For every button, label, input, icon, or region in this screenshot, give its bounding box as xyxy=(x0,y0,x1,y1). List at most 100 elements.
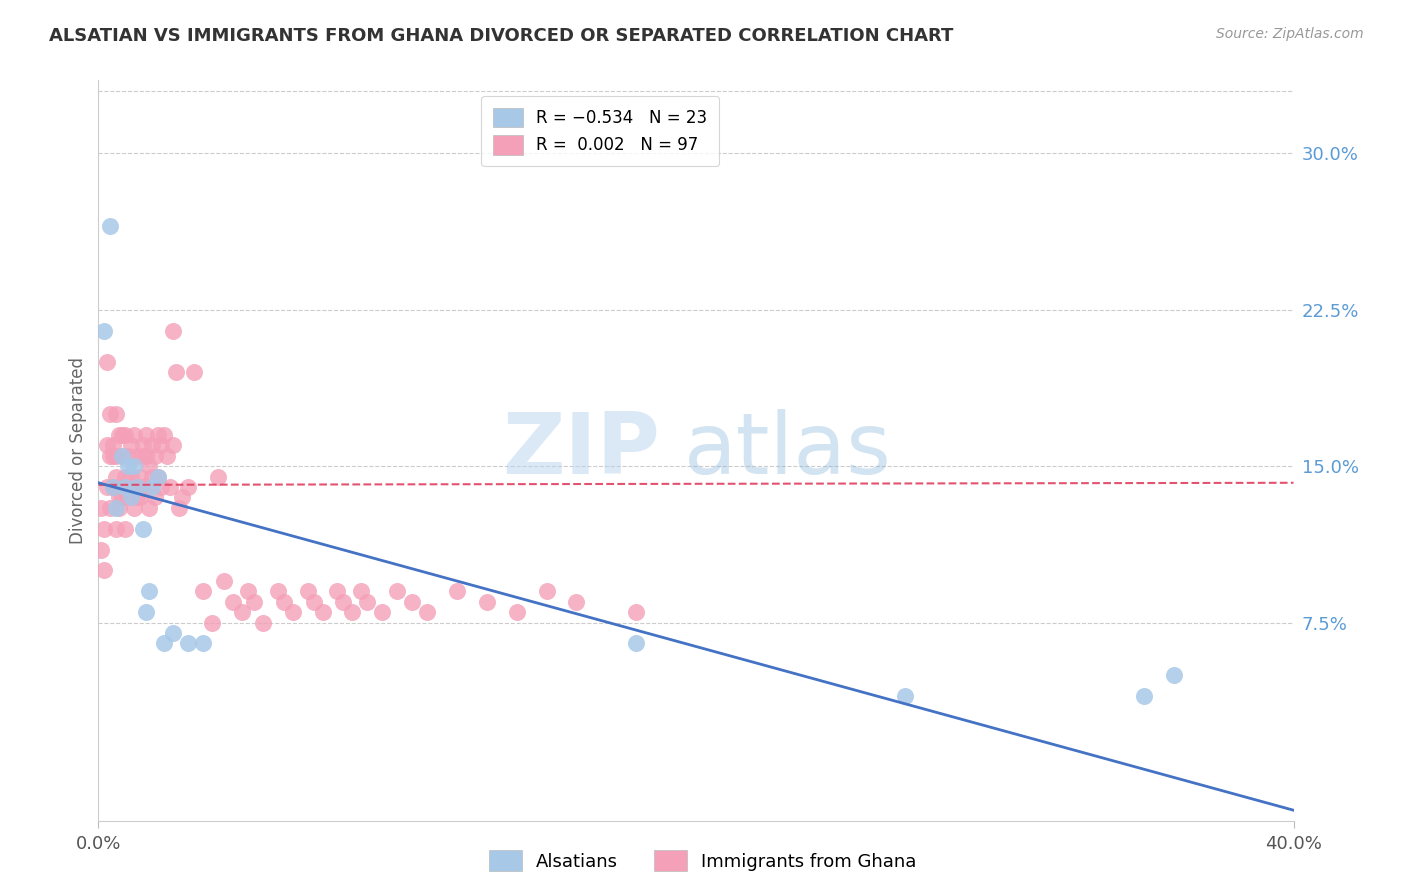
Point xyxy=(120,469,142,483)
Point xyxy=(111,449,134,463)
Point xyxy=(141,469,163,483)
Point xyxy=(111,449,134,463)
Point xyxy=(132,449,155,463)
Point xyxy=(332,595,354,609)
Point xyxy=(153,636,176,650)
Point xyxy=(191,636,214,650)
Point xyxy=(177,636,200,650)
Point xyxy=(150,438,173,452)
Point xyxy=(129,469,152,483)
Point xyxy=(132,438,155,452)
Point xyxy=(401,595,423,609)
Point xyxy=(138,584,160,599)
Point xyxy=(117,491,139,505)
Point xyxy=(159,480,181,494)
Point xyxy=(124,480,146,494)
Point xyxy=(167,500,190,515)
Legend: Alsatians, Immigrants from Ghana: Alsatians, Immigrants from Ghana xyxy=(482,843,924,879)
Point xyxy=(141,438,163,452)
Point xyxy=(105,500,128,515)
Point xyxy=(1163,667,1185,681)
Point xyxy=(103,480,125,494)
Point xyxy=(132,522,155,536)
Point xyxy=(475,595,498,609)
Point xyxy=(626,605,648,619)
Point xyxy=(114,469,136,483)
Point xyxy=(506,605,529,619)
Point xyxy=(162,438,184,452)
Point xyxy=(252,615,274,630)
Point xyxy=(311,605,333,619)
Legend: R = −0.534   N = 23, R =  0.002   N = 97: R = −0.534 N = 23, R = 0.002 N = 97 xyxy=(481,96,720,166)
Point xyxy=(124,459,146,474)
Point xyxy=(98,407,122,421)
Point xyxy=(416,605,439,619)
Point xyxy=(98,449,122,463)
Point xyxy=(96,438,118,452)
Point xyxy=(90,500,112,515)
Point xyxy=(103,438,125,452)
Point xyxy=(894,689,917,703)
Point xyxy=(565,595,588,609)
Point xyxy=(143,449,166,463)
Point xyxy=(342,605,364,619)
Point xyxy=(148,469,170,483)
Point xyxy=(135,605,157,619)
Point xyxy=(138,459,160,474)
Point xyxy=(105,407,128,421)
Point xyxy=(135,427,157,442)
Point xyxy=(162,324,184,338)
Point xyxy=(297,584,319,599)
Point xyxy=(103,480,125,494)
Point xyxy=(222,595,245,609)
Text: ZIP: ZIP xyxy=(502,409,661,492)
Point xyxy=(273,595,295,609)
Point xyxy=(93,563,115,577)
Point xyxy=(114,427,136,442)
Point xyxy=(124,500,146,515)
Point xyxy=(120,491,142,505)
Point xyxy=(626,636,648,650)
Point xyxy=(446,584,468,599)
Point xyxy=(153,427,176,442)
Point xyxy=(138,500,160,515)
Y-axis label: Divorced or Separated: Divorced or Separated xyxy=(69,357,87,544)
Point xyxy=(96,355,118,369)
Point xyxy=(135,480,157,494)
Point xyxy=(111,480,134,494)
Point xyxy=(127,480,149,494)
Point xyxy=(1133,689,1156,703)
Point xyxy=(281,605,304,619)
Point xyxy=(148,427,170,442)
Point xyxy=(183,365,205,379)
Point xyxy=(267,584,290,599)
Point xyxy=(114,480,136,494)
Point xyxy=(93,324,115,338)
Point xyxy=(127,491,149,505)
Point xyxy=(96,480,118,494)
Point xyxy=(326,584,349,599)
Point xyxy=(111,491,134,505)
Point xyxy=(117,449,139,463)
Point xyxy=(302,595,325,609)
Point xyxy=(536,584,558,599)
Point xyxy=(143,491,166,505)
Point xyxy=(98,500,122,515)
Point xyxy=(156,449,179,463)
Point xyxy=(105,449,128,463)
Point xyxy=(105,522,128,536)
Point xyxy=(172,491,194,505)
Point xyxy=(150,480,173,494)
Point xyxy=(127,480,149,494)
Point xyxy=(162,626,184,640)
Point xyxy=(385,584,409,599)
Point xyxy=(108,500,131,515)
Point xyxy=(212,574,235,588)
Point xyxy=(124,427,146,442)
Point xyxy=(117,459,139,474)
Point xyxy=(105,469,128,483)
Point xyxy=(191,584,214,599)
Point xyxy=(356,595,378,609)
Point xyxy=(98,219,122,234)
Point xyxy=(371,605,394,619)
